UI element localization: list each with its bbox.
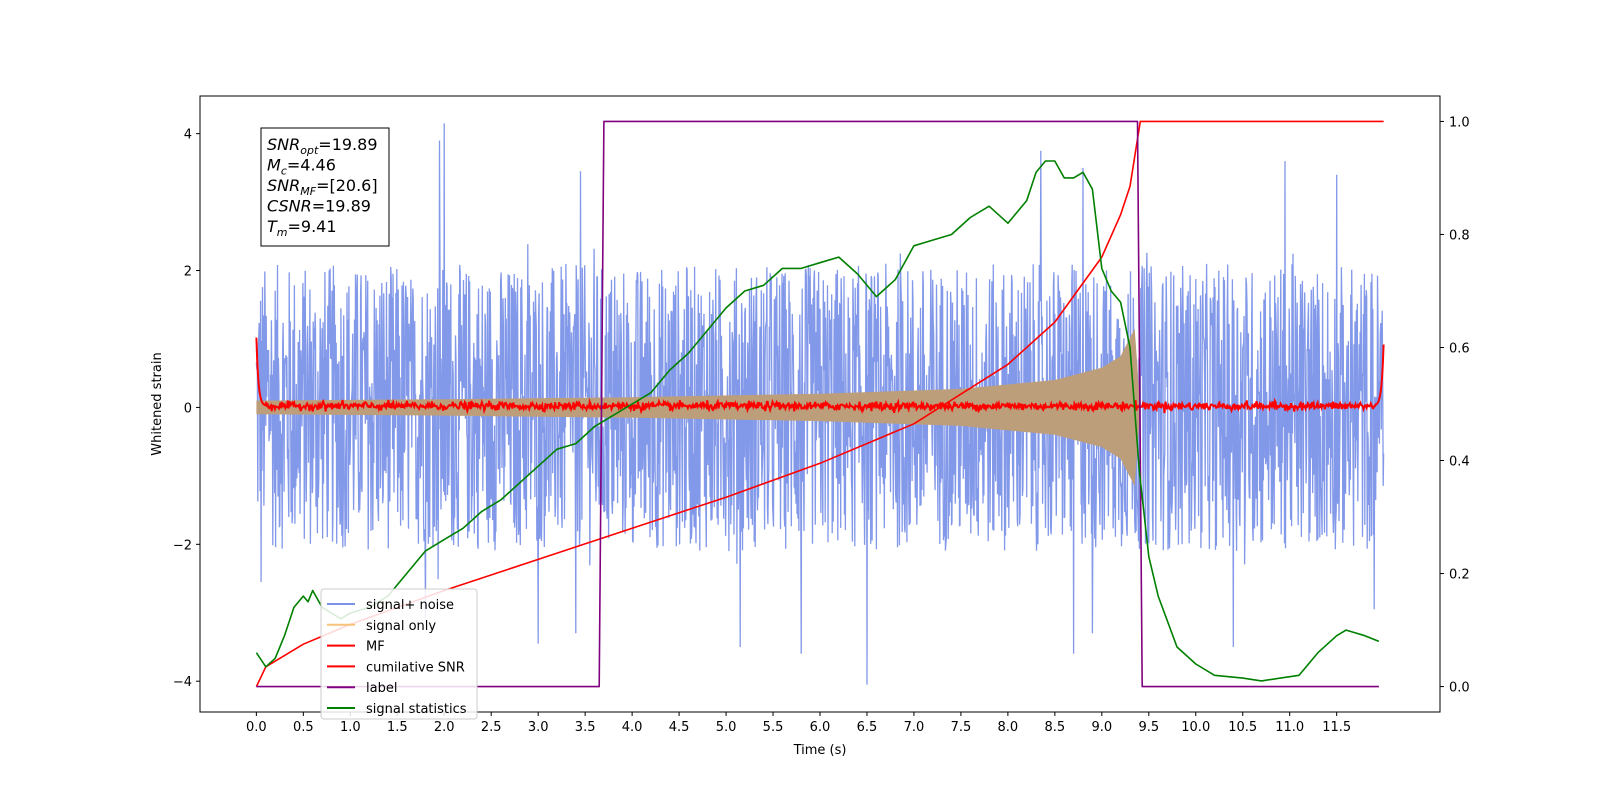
y-tick-label: −4	[173, 675, 192, 690]
legend-entry-signal-statistics: signal statistics	[366, 702, 467, 717]
y2-tick-label: 0.4	[1449, 455, 1470, 470]
x-tick-label: 2.0	[434, 720, 455, 735]
x-tick-label: 5.5	[763, 720, 784, 735]
x-tick-label: 8.0	[998, 720, 1019, 735]
annotation-line: Mc=4.46	[267, 156, 336, 178]
annotation-line: CSNR=19.89	[267, 197, 371, 216]
legend-entry-cumulative-snr: cumilative SNR	[366, 660, 465, 675]
y2-tick-label: 0.0	[1449, 681, 1470, 696]
legend-entry-label: label	[366, 681, 397, 696]
y2-tick-label: 0.8	[1449, 228, 1470, 243]
x-tick-label: 1.5	[387, 720, 408, 735]
y2-tick-label: 1.0	[1449, 115, 1470, 130]
annotation-line: SNRopt=19.89	[267, 135, 378, 157]
x-tick-label: 7.0	[904, 720, 925, 735]
axis-ticks: 0.0 0.5 1.0 1.5 2.0 2.5 3.0 3.5 4.0 4.5 5.0 5.5 6.0 6…	[173, 115, 1470, 735]
x-tick-label: 1.0	[340, 720, 361, 735]
x-tick-label: 4.0	[622, 720, 643, 735]
series-signal-noise-line	[255, 123, 1385, 685]
y-tick-label: 0	[184, 401, 192, 416]
y-tick-label: 4	[184, 128, 192, 143]
legend-entry-mf: MF	[366, 640, 385, 655]
x-tick-label: 8.5	[1045, 720, 1066, 735]
annotation-line: SNRMF=[20.6]	[267, 176, 378, 198]
annotation-frame	[260, 127, 390, 247]
x-tick-label: 9.5	[1138, 720, 1159, 735]
legend-entry-signal-noise: signal+ noise	[366, 598, 454, 613]
y-tick-label: −2	[173, 538, 192, 553]
legend-entry-signal-only: signal only	[366, 619, 436, 634]
x-tick-label: 6.5	[857, 720, 878, 735]
y-axis-label: Whitened strain	[150, 352, 165, 455]
x-tick-label: 6.0	[810, 720, 831, 735]
x-tick-label: 3.5	[575, 720, 596, 735]
y2-tick-label: 0.2	[1449, 568, 1470, 583]
x-tick-label: 7.5	[951, 720, 972, 735]
x-tick-label: 4.5	[669, 720, 690, 735]
x-tick-label: 5.0	[716, 720, 737, 735]
x-axis-label: Time (s)	[793, 743, 847, 758]
x-tick-label: 10.0	[1181, 720, 1210, 735]
annotation-line: Tm=9.41	[267, 217, 337, 239]
x-tick-label: 2.5	[481, 720, 502, 735]
x-tick-label: 10.5	[1228, 720, 1257, 735]
x-tick-label: 11.0	[1275, 720, 1304, 735]
x-tick-label: 0.0	[246, 720, 267, 735]
series-mf-line	[255, 337, 1385, 415]
legend: signal+ noise signal only MF cumilative SNR…	[320, 588, 478, 720]
y2-tick-label: 0.6	[1449, 341, 1470, 356]
series-label-line	[256, 120, 1379, 688]
snr-annotation-box: SNRopt=19.89Mc=4.46SNRMF=[20.6]CSNR=19.8…	[260, 127, 390, 247]
x-tick-label: 3.0	[528, 720, 549, 735]
y-tick-label: 2	[184, 265, 192, 280]
x-tick-label: 9.0	[1091, 720, 1112, 735]
x-tick-label: 11.5	[1322, 720, 1351, 735]
x-tick-label: 0.5	[293, 720, 314, 735]
legend-frame	[320, 588, 478, 720]
